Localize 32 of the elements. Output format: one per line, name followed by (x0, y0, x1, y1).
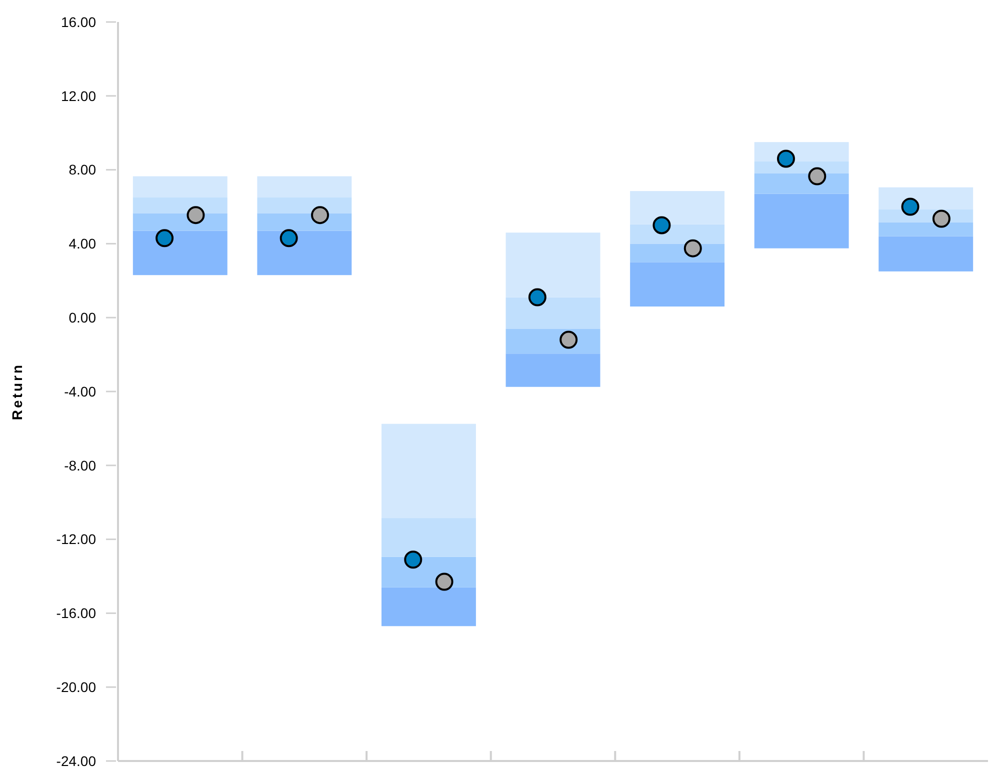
bar (381, 518, 476, 557)
y-tick-label: -4.00 (64, 383, 96, 400)
bar (630, 191, 725, 224)
bar (132, 198, 228, 214)
bar (630, 262, 725, 307)
bar (878, 187, 974, 210)
y-tick-label: -20.00 (56, 679, 96, 695)
y-tick-label: 16.00 (60, 14, 96, 30)
bar (506, 297, 600, 329)
y-tick-label: 12.00 (60, 88, 96, 104)
y-tick-label: 8.00 (68, 162, 96, 178)
bar (132, 230, 228, 276)
y-tick-label: 0.00 (68, 310, 96, 326)
bar (878, 222, 974, 236)
y-tick-label: -16.00 (56, 605, 96, 622)
bar (754, 194, 849, 248)
y-tick-label: -24.00 (56, 752, 96, 769)
y-axis-title: Return (9, 362, 25, 420)
y-tick-label: -12.00 (56, 531, 96, 548)
bar (381, 587, 476, 626)
bar (754, 142, 849, 162)
y-tick-label: -8.00 (64, 457, 96, 474)
bar (506, 354, 600, 387)
bar (878, 236, 974, 272)
bar (381, 424, 476, 518)
bar (257, 198, 352, 214)
bar (506, 232, 600, 298)
bar (257, 176, 352, 198)
bar (132, 176, 228, 198)
y-tick-label: 4.00 (68, 236, 96, 252)
bar (257, 230, 352, 276)
bar (754, 173, 849, 194)
